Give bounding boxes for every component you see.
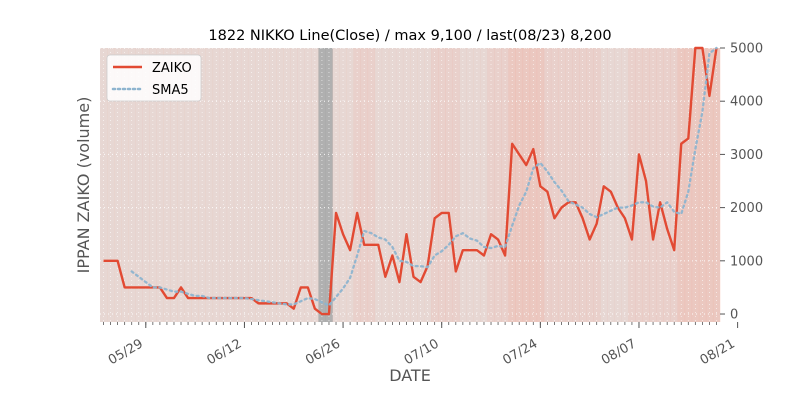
sma5-line bbox=[130, 46, 718, 307]
x-axis-label: DATE bbox=[389, 366, 431, 385]
legend-zaiko-label: ZAIKO bbox=[152, 61, 192, 76]
plot-area bbox=[100, 48, 720, 322]
y-tick-label: 3000 bbox=[730, 148, 763, 163]
y-tick-label: 0 bbox=[730, 308, 738, 323]
series-lines bbox=[103, 46, 718, 316]
y-tick-label: 5000 bbox=[730, 42, 763, 57]
legend-sma5-label: SMA5 bbox=[152, 83, 189, 98]
grid bbox=[100, 47, 720, 322]
y-tick-label: 4000 bbox=[730, 95, 763, 110]
plot-background bbox=[100, 48, 720, 322]
y-axis: 0 1000 2000 3000 4000 5000 bbox=[720, 42, 763, 323]
legend: ZAIKO SMA5 bbox=[106, 54, 202, 102]
y-tick-label: 2000 bbox=[730, 201, 763, 216]
y-tick-label: 1000 bbox=[730, 254, 763, 269]
chart-title: 1822 NIKKO Line(Close) / max 9,100 / las… bbox=[208, 28, 611, 44]
zaiko-line bbox=[103, 46, 718, 316]
y-axis-label: IPPAN ZAIKO (volume) bbox=[74, 97, 93, 274]
